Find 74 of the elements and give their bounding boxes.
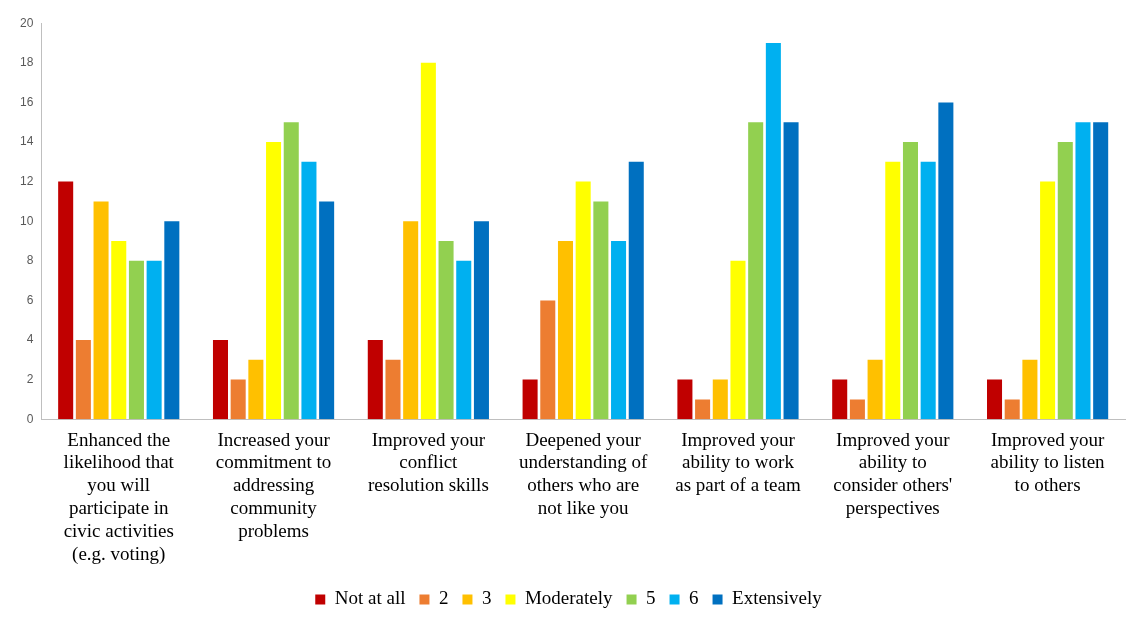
bar xyxy=(730,260,746,420)
bar xyxy=(540,300,556,420)
bar xyxy=(75,340,91,420)
bar xyxy=(385,359,401,420)
bar xyxy=(987,379,1003,420)
bar xyxy=(164,221,180,420)
x-tick-label: Deepened your understanding of others who are not like you xyxy=(519,428,648,518)
bar xyxy=(1057,142,1073,420)
bar xyxy=(522,379,538,420)
bar xyxy=(367,340,383,420)
x-tick-label: Increased your commitment to addressing community problems xyxy=(215,428,332,541)
bar xyxy=(266,142,282,420)
y-tick-label: 18 xyxy=(19,55,34,70)
bar xyxy=(575,181,591,420)
bar xyxy=(712,379,728,420)
bar xyxy=(902,142,918,420)
bar xyxy=(212,340,228,420)
y-tick-label: 12 xyxy=(19,173,34,188)
y-tick-label: 10 xyxy=(19,213,34,228)
x-tick-label: Improved your ability to consider others' perspectives xyxy=(833,428,953,518)
bar xyxy=(146,260,162,420)
bar xyxy=(438,241,454,420)
bar xyxy=(832,379,848,420)
bar xyxy=(403,221,419,420)
bar xyxy=(93,201,109,420)
legend-label: 3 xyxy=(481,587,492,609)
x-tick-label: Improved your ability to listen to others xyxy=(990,428,1106,496)
bar xyxy=(557,241,573,420)
x-tick-label: Improved your conflict resolution skills xyxy=(367,428,489,496)
bar xyxy=(230,379,246,420)
legend-label: Extensively xyxy=(732,587,823,609)
bar xyxy=(1075,122,1091,420)
bar xyxy=(473,221,489,420)
bar xyxy=(611,241,627,420)
bar xyxy=(1040,181,1056,420)
bar xyxy=(783,122,799,420)
y-tick-label: 20 xyxy=(19,15,34,30)
x-tick-label: Improved your ability to work as part of a team xyxy=(675,428,801,496)
bar xyxy=(283,122,299,420)
y-tick-label: 8 xyxy=(26,253,34,268)
x-tick-label: Enhanced the likelihood that you will participate in civic activities (e.g. voting) xyxy=(63,428,175,565)
legend-label: 6 xyxy=(689,587,699,609)
bar xyxy=(456,260,472,420)
legend-label: Not at all xyxy=(334,587,406,609)
y-tick-label: 14 xyxy=(19,134,34,149)
legend-label: Moderately xyxy=(524,587,614,609)
bar xyxy=(1022,359,1038,420)
bar xyxy=(748,122,764,420)
bar xyxy=(128,260,144,420)
legend-label: 2 xyxy=(438,587,449,609)
bar xyxy=(1093,122,1109,420)
bar xyxy=(420,62,436,420)
y-tick-label: 0 xyxy=(26,411,34,426)
bar xyxy=(111,241,127,420)
bar xyxy=(319,201,335,420)
bar xyxy=(938,102,954,420)
bar xyxy=(593,201,609,420)
bar xyxy=(677,379,693,420)
bar xyxy=(867,359,883,420)
bar xyxy=(628,161,644,420)
bar xyxy=(765,43,781,420)
y-tick-label: 2 xyxy=(26,371,34,386)
y-tick-label: 6 xyxy=(26,292,34,307)
bar xyxy=(849,399,865,420)
bar xyxy=(58,181,74,420)
y-tick-label: 16 xyxy=(19,94,34,109)
legend-label: 5 xyxy=(646,587,656,609)
y-tick-label: 4 xyxy=(26,332,34,347)
bar xyxy=(885,161,901,420)
bar xyxy=(248,359,264,420)
bar xyxy=(301,161,317,420)
bar xyxy=(695,399,711,420)
bar xyxy=(1004,399,1020,420)
bar xyxy=(920,161,936,420)
